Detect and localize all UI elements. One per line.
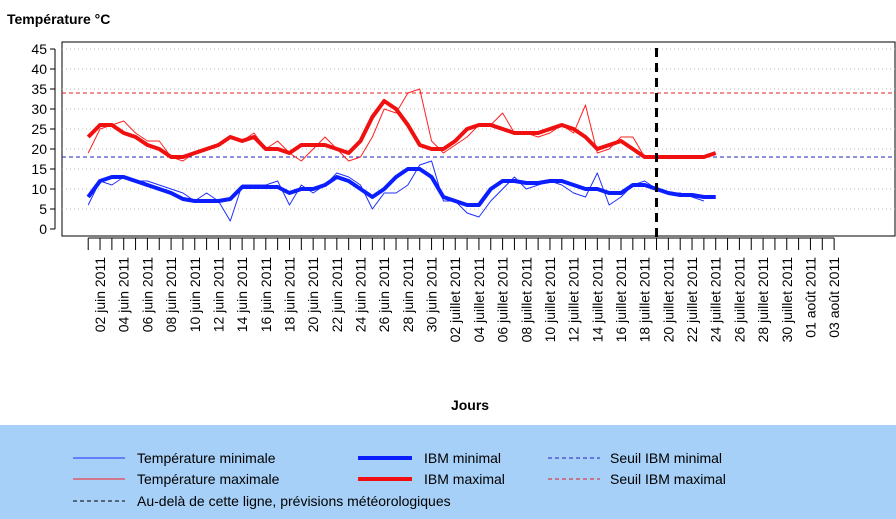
x-tick-label: 08 juillet 2011 — [518, 257, 534, 343]
x-tick-label: 08 juin 2011 — [163, 257, 179, 332]
x-tick-label: 24 juillet 2011 — [708, 257, 724, 343]
legend-label: Température maximale — [137, 471, 280, 487]
x-tick-label: 22 juillet 2011 — [684, 257, 700, 343]
legend-background — [0, 425, 896, 519]
y-tick-label: 15 — [31, 161, 47, 177]
x-tick-label: 16 juillet 2011 — [613, 257, 629, 343]
y-tick-label: 5 — [39, 201, 47, 217]
x-tick-label: 30 juin 2011 — [424, 257, 440, 332]
x-tick-label: 28 juillet 2011 — [755, 257, 771, 343]
legend-label: Température minimale — [137, 450, 276, 466]
y-tick-label: 25 — [31, 121, 47, 137]
legend-label: Seuil IBM minimal — [610, 450, 722, 466]
x-tick-label: 06 juin 2011 — [139, 257, 155, 332]
x-tick-label: 02 juillet 2011 — [447, 257, 463, 343]
y-tick-label: 0 — [39, 221, 47, 237]
x-tick-label: 02 juin 2011 — [92, 257, 108, 332]
x-tick-label: 14 juillet 2011 — [589, 257, 605, 343]
legend-label: Seuil IBM maximal — [610, 471, 726, 487]
x-tick-label: 16 juin 2011 — [258, 257, 274, 332]
y-tick-label: 30 — [31, 101, 47, 117]
x-axis-label: Jours — [451, 397, 489, 413]
x-tick-label: 26 juin 2011 — [376, 257, 392, 332]
legend-label: Au-delà de cette ligne, prévisions météo… — [137, 493, 451, 509]
chart-title: Température °C — [7, 11, 110, 27]
x-tick-label: 01 août 2011 — [802, 257, 818, 338]
x-tick-label: 12 juin 2011 — [210, 257, 226, 332]
x-tick-label: 03 août 2011 — [826, 257, 842, 338]
x-tick-label: 18 juillet 2011 — [637, 257, 653, 343]
y-tick-label: 45 — [31, 41, 47, 57]
x-tick-label: 26 juillet 2011 — [731, 257, 747, 343]
x-tick-label: 04 juillet 2011 — [471, 257, 487, 343]
x-tick-label: 12 juillet 2011 — [566, 257, 582, 343]
x-tick-label: 18 juin 2011 — [281, 257, 297, 332]
y-tick-label: 20 — [31, 141, 47, 157]
x-tick-label: 24 juin 2011 — [353, 257, 369, 332]
x-tick-label: 04 juin 2011 — [116, 257, 132, 332]
x-tick-label: 10 juin 2011 — [187, 257, 203, 332]
legend-label: IBM maximal — [424, 471, 505, 487]
x-tick-label: 22 juin 2011 — [329, 257, 345, 332]
x-tick-label: 30 juillet 2011 — [779, 257, 795, 343]
legend-label: IBM minimal — [424, 450, 501, 466]
y-tick-label: 40 — [31, 61, 47, 77]
x-tick-label: 20 juin 2011 — [305, 257, 321, 332]
x-tick-label: 14 juin 2011 — [234, 257, 250, 332]
series-line — [87, 88, 704, 162]
x-tick-label: 10 juillet 2011 — [542, 257, 558, 343]
x-tick-label: 28 juin 2011 — [400, 257, 416, 332]
plot-area — [61, 41, 896, 237]
series-line — [86, 99, 717, 159]
y-tick-label: 35 — [31, 81, 47, 97]
x-tick-label: 06 juillet 2011 — [495, 257, 511, 343]
x-tick-label: 20 juillet 2011 — [660, 257, 676, 343]
y-tick-label: 10 — [31, 181, 47, 197]
series-line — [86, 167, 716, 207]
